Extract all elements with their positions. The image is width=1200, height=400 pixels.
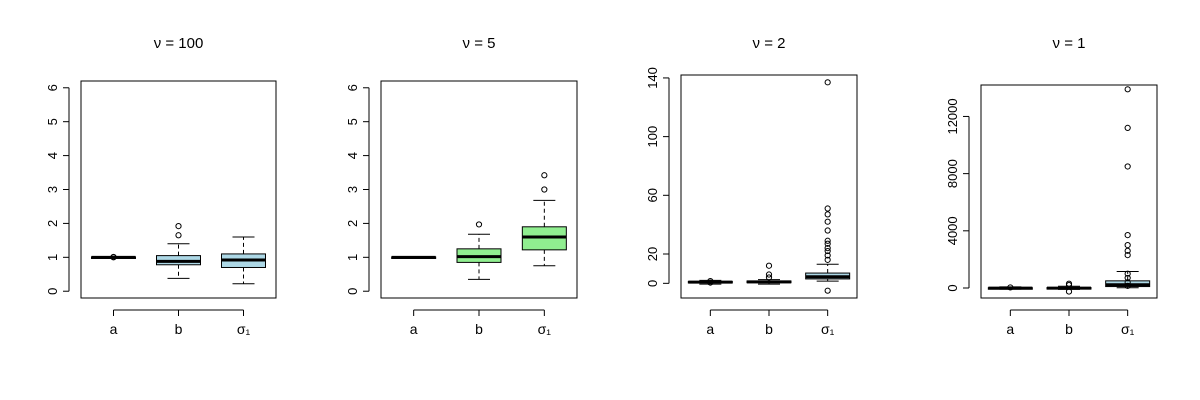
box-a <box>987 284 1033 291</box>
y-tick-label: 0 <box>345 288 360 295</box>
y-tick-label: 6 <box>345 84 360 91</box>
box-b <box>156 223 201 279</box>
outlier-point <box>1124 124 1131 131</box>
box-a <box>687 278 733 286</box>
panel-nu-100: ν = 100 0 1 2 3 4 5 6 a b σ₁ <box>45 35 277 337</box>
outlier-point <box>824 218 831 225</box>
outlier-point <box>1124 247 1131 254</box>
outlier-point <box>707 278 714 285</box>
x-tick-label: σ₁ <box>538 321 552 337</box>
box-a <box>391 255 437 259</box>
outlier-point <box>1124 274 1131 282</box>
outlier-point <box>1124 86 1131 93</box>
x-tick-label: σ₁ <box>237 321 251 337</box>
x-tick-label: a <box>1006 321 1014 337</box>
outlier-point <box>1065 288 1073 295</box>
panel-title: ν = 100 <box>154 35 204 52</box>
plot-frame <box>380 80 578 299</box>
y-tick-label: 1 <box>345 254 360 261</box>
y-tick-label: 12000 <box>945 98 960 134</box>
box-σ₁ <box>1105 86 1151 289</box>
outlier-point <box>824 245 831 252</box>
y-tick-label: 4 <box>345 152 360 159</box>
panel-title: ν = 1 <box>1053 35 1086 52</box>
y-tick-label: 60 <box>645 188 660 202</box>
outlier-point <box>824 79 831 86</box>
box-a <box>91 253 136 261</box>
outlier-point <box>1124 252 1131 259</box>
y-tick-label: 0 <box>645 280 660 287</box>
y-tick-label: 8000 <box>945 159 960 188</box>
panel-nu-1: ν = 1 0 4000 8000 12000 a b σ₁ <box>945 35 1158 337</box>
outlier-point <box>824 252 831 259</box>
x-tick-label: b <box>475 321 483 337</box>
outlier-point <box>1124 232 1131 239</box>
outlier-point <box>1007 284 1014 291</box>
outlier-point <box>541 172 548 179</box>
outlier-point <box>824 287 831 294</box>
x-tick-label: b <box>175 321 183 337</box>
panel-nu-5: ν = 5 0 1 2 3 4 5 6 a b σ₁ <box>345 35 578 337</box>
y-tick-label: 5 <box>345 118 360 125</box>
outlier-point <box>824 247 831 255</box>
plot-frame <box>80 80 277 299</box>
y-tick-label: 100 <box>645 126 660 148</box>
y-tick-label: 0 <box>945 284 960 291</box>
outlier-point <box>765 271 773 278</box>
outlier-point <box>765 274 773 281</box>
outlier-point <box>824 256 831 263</box>
outlier-point <box>541 186 548 193</box>
panel-title: ν = 5 <box>463 35 496 52</box>
box-σ₁ <box>521 172 567 267</box>
box-b <box>1046 280 1092 295</box>
box-b <box>746 262 792 285</box>
plot-frame <box>680 74 858 299</box>
y-tick-label: 2 <box>345 220 360 227</box>
y-tick-label: 3 <box>345 186 360 193</box>
outlier-point <box>824 240 831 247</box>
outlier-point <box>1124 270 1131 277</box>
y-tick-label: 140 <box>645 67 660 89</box>
outlier-point <box>175 223 182 230</box>
outlier-point <box>824 211 831 218</box>
box-σ₁ <box>805 79 851 294</box>
outlier-point <box>824 227 831 234</box>
y-tick-label: 1 <box>45 254 60 261</box>
y-tick-label: 0 <box>45 288 60 295</box>
outlier-point <box>475 221 483 228</box>
y-tick-label: 4000 <box>945 216 960 245</box>
outlier-point <box>765 262 773 269</box>
outlier-point <box>824 237 831 244</box>
y-tick-label: 20 <box>645 247 660 261</box>
y-tick-label: 2 <box>45 220 60 227</box>
outlier-point <box>1124 279 1131 286</box>
x-tick-label: σ₁ <box>1121 321 1135 337</box>
y-tick-label: 3 <box>45 186 60 193</box>
panel-nu-2: ν = 2 0 20 60 100 140 a b σ₁ <box>645 35 858 337</box>
plot-frame <box>980 84 1158 299</box>
box-b <box>456 221 502 280</box>
x-tick-label: a <box>706 321 714 337</box>
box-σ₁ <box>221 236 266 285</box>
outlier-point <box>824 205 831 212</box>
y-tick-label: 5 <box>45 118 60 125</box>
y-tick-label: 4 <box>45 152 60 159</box>
x-tick-label: a <box>410 321 418 337</box>
outlier-point <box>1065 280 1073 287</box>
x-tick-label: a <box>110 321 118 337</box>
x-tick-label: b <box>1065 321 1073 337</box>
x-tick-label: σ₁ <box>821 321 835 337</box>
y-tick-label: 6 <box>45 84 60 91</box>
outlier-point <box>175 232 182 239</box>
outlier-point <box>1124 242 1131 249</box>
panel-title: ν = 2 <box>753 35 786 52</box>
x-tick-label: b <box>765 321 773 337</box>
outlier-point <box>1124 163 1131 170</box>
outlier-point <box>110 253 117 261</box>
outlier-point <box>1124 282 1131 289</box>
